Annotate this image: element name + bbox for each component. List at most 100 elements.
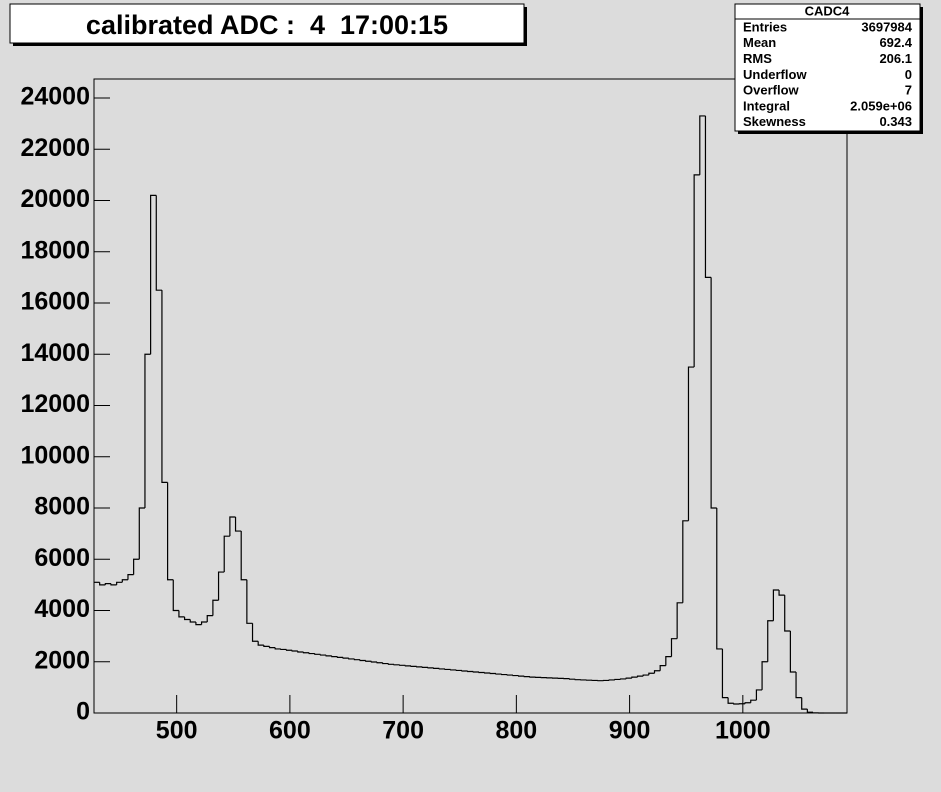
- stats-value: 0: [905, 67, 912, 82]
- histogram-bin: [704, 115, 712, 278]
- x-tick-label: 800: [496, 717, 538, 745]
- histogram-bin: [625, 677, 632, 679]
- histogram-bin: [727, 697, 734, 704]
- histogram-bin: [246, 579, 253, 624]
- histogram-bin: [806, 709, 814, 713]
- histogram-bin: [116, 581, 123, 585]
- histogram-bin: [484, 672, 491, 674]
- stats-label: Integral: [743, 98, 790, 113]
- histogram-bin: [138, 507, 145, 560]
- histogram-bin: [501, 673, 508, 676]
- histogram-bin: [240, 531, 247, 581]
- y-tick-label: 22000: [20, 134, 90, 162]
- histogram-bin: [755, 689, 763, 701]
- stats-label: Underflow: [743, 67, 807, 82]
- histogram-bin: [376, 662, 383, 664]
- histogram-bin: [642, 674, 649, 677]
- histogram-bin: [325, 655, 332, 657]
- histogram-bin: [767, 620, 774, 662]
- histogram-bin: [110, 583, 117, 586]
- histogram-bin: [291, 650, 298, 652]
- stats-box: [734, 3, 921, 132]
- histogram-bin: [529, 676, 536, 678]
- histogram-bin: [251, 623, 259, 642]
- histogram-bin: [733, 703, 740, 705]
- histogram-bin: [195, 622, 202, 626]
- histogram-bin: [506, 674, 513, 676]
- histogram-bin: [461, 670, 468, 672]
- histogram-bin: [348, 658, 355, 660]
- histogram-bin: [416, 666, 423, 668]
- histogram-bin: [99, 582, 106, 586]
- x-tick-label: 600: [269, 717, 311, 745]
- histogram-bin: [206, 615, 213, 623]
- histogram-bin: [744, 702, 751, 704]
- histogram-bin: [427, 667, 434, 669]
- stats-label: Mean: [743, 35, 776, 50]
- histogram-bin: [268, 646, 276, 649]
- histogram-bin: [682, 520, 689, 603]
- stats-label: Overflow: [743, 83, 800, 98]
- histogram-bin: [693, 174, 700, 368]
- frame: [93, 78, 848, 714]
- histogram-bin: [274, 647, 281, 650]
- histogram-bin: [489, 672, 496, 675]
- histogram-bin: [450, 669, 457, 671]
- histogram-bin: [399, 664, 406, 666]
- histogram-bin: [631, 676, 638, 679]
- x-tick-label: 1000: [715, 717, 771, 745]
- x-tick-label: 700: [382, 717, 424, 745]
- histogram-bin: [676, 602, 683, 639]
- histogram-bin: [795, 671, 802, 699]
- histogram-bin: [512, 674, 519, 677]
- histogram-bin: [444, 668, 451, 671]
- histogram-bin: [172, 579, 179, 612]
- histogram-bin: [568, 678, 576, 680]
- histogram-bin: [619, 678, 627, 680]
- histogram-bin: [178, 610, 185, 618]
- histogram-bin: [155, 195, 162, 291]
- histogram-bin: [665, 656, 672, 666]
- histogram-bin: [750, 699, 757, 703]
- histogram-bin: [387, 663, 395, 665]
- histogram-bin: [608, 679, 615, 681]
- histogram-bin: [721, 648, 729, 699]
- title-box: [9, 3, 525, 44]
- y-tick-label: 14000: [20, 339, 90, 367]
- stats-value: 3697984: [861, 19, 912, 34]
- histogram-bin: [801, 697, 808, 710]
- histogram-bin: [144, 353, 151, 508]
- histogram-bin: [133, 558, 140, 575]
- histogram-bin: [167, 482, 174, 581]
- histogram-bin: [365, 660, 372, 662]
- histogram-bin: [359, 659, 366, 662]
- histogram-bin: [217, 571, 225, 601]
- histogram-bin: [285, 649, 293, 651]
- stats-label: Skewness: [743, 114, 806, 129]
- y-tick-label: 10000: [20, 441, 90, 469]
- histogram-bin: [353, 658, 361, 661]
- y-tick-label: 8000: [34, 493, 90, 521]
- histogram-bin: [687, 366, 695, 521]
- histogram-bin: [659, 664, 666, 671]
- histogram-bin: [789, 630, 797, 673]
- histogram-bin: [223, 535, 230, 573]
- histogram-bin: [161, 290, 168, 483]
- histogram-bin: [772, 589, 780, 621]
- histogram-bin: [716, 507, 723, 650]
- y-tick-label: 12000: [20, 390, 90, 418]
- histogram-bin: [302, 652, 310, 654]
- histogram: [94, 115, 847, 714]
- histogram-bin: [699, 115, 706, 175]
- histogram-bin: [518, 675, 525, 677]
- histogram-bin: [455, 669, 463, 672]
- histogram-bin: [342, 657, 349, 659]
- histogram-bin: [438, 668, 446, 670]
- y-tick-label: 20000: [20, 185, 90, 213]
- histogram-bin: [319, 654, 327, 656]
- y-tick-label: 0: [76, 698, 90, 726]
- histogram-bin: [121, 579, 128, 583]
- histogram-bin: [495, 673, 502, 675]
- x-tick-label: 500: [156, 717, 198, 745]
- stats-title: CADC4: [805, 3, 851, 18]
